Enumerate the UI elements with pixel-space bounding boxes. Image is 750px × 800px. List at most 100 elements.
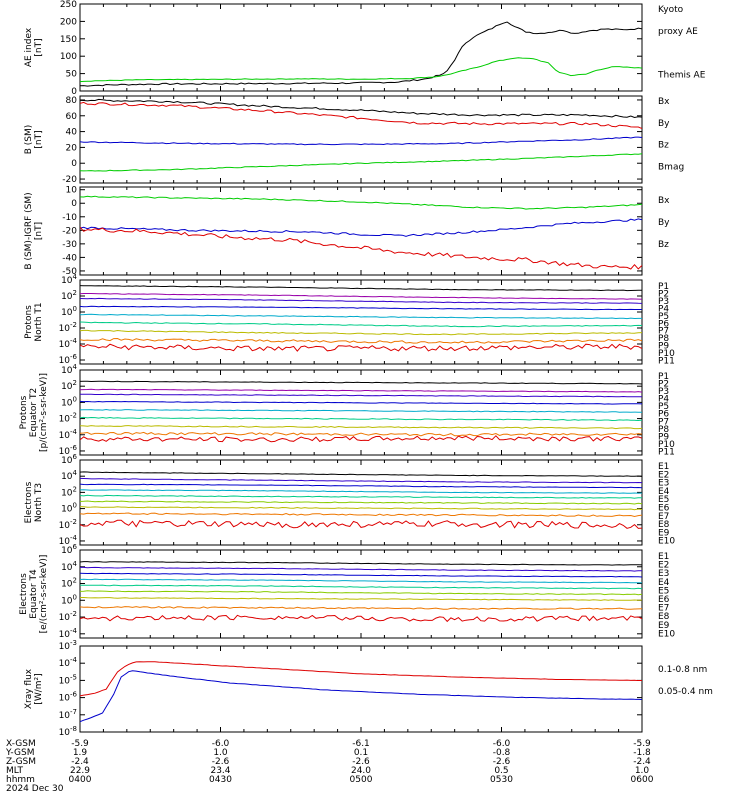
ephemeris-value: 24.0 (351, 766, 371, 776)
y-axis-label: B (SM)-IGRF (SM) (24, 192, 34, 269)
legend-entry: E10 (658, 629, 675, 639)
ephemeris-value: 0600 (631, 775, 654, 785)
legend-entry: E3 (658, 479, 669, 489)
y-tick-label: -10 (62, 213, 77, 223)
legend-entry: E7 (658, 512, 669, 522)
series-line-b-2 (80, 136, 642, 146)
series-line-peq-6 (80, 425, 642, 430)
series-line-b-3 (80, 153, 642, 172)
legend-entry: E9 (658, 528, 670, 538)
series-line-xray-0 (80, 661, 642, 697)
y-tick-label: 100 (61, 305, 77, 318)
legend-entry: E2 (658, 470, 669, 480)
legend-entry: E1 (658, 552, 669, 562)
y-tick-label: 10-2 (59, 412, 77, 425)
series-line-enorth-1 (80, 477, 642, 484)
ephemeris-value: -2.6 (352, 757, 370, 767)
y-tick-label: 104 (61, 560, 77, 573)
y-axis-label: North T3 (34, 483, 44, 522)
y-axis-label: Protons (19, 395, 29, 429)
series-line-peq-2 (80, 393, 642, 398)
legend-entry: proxy AE (658, 27, 698, 37)
y-tick-label: 10-6 (59, 353, 78, 366)
ephemeris-value: -5.9 (633, 739, 651, 749)
series-line-eeq-2 (80, 572, 642, 578)
legend-entry: P4 (658, 304, 669, 314)
ephemeris-value: 0430 (209, 775, 232, 785)
y-axis-label: Protons (24, 305, 34, 339)
series-line-enorth-6 (80, 506, 642, 511)
series-line-peq-8 (80, 435, 642, 443)
series-line-xray-1 (80, 670, 642, 723)
series-line-peq-3 (80, 400, 642, 405)
ephemeris-value: -2.4 (633, 757, 651, 767)
ephemeris-label: Z-GSM (6, 757, 36, 767)
series-line-pnorth-6 (80, 329, 642, 336)
y-tick-label: 10-4 (59, 337, 78, 350)
legend-entry: Bz (658, 240, 669, 250)
legend-entry: P7 (658, 327, 669, 337)
ephemeris-value: -1.8 (633, 748, 651, 758)
y-tick-label: 104 (61, 469, 77, 482)
ephemeris-value: 0.5 (494, 766, 508, 776)
y-axis-label: Xray flux (24, 668, 34, 709)
y-tick-label: 10-3 (59, 639, 77, 652)
panel-frame-bdiff (79, 186, 643, 276)
legend-entry: P7 (658, 417, 669, 427)
legend-entry: E4 (658, 578, 670, 588)
series-line-pnorth-4 (80, 313, 642, 320)
legend-entry: E1 (658, 462, 669, 472)
ephemeris-value: -0.8 (493, 748, 511, 758)
legend-entry: P8 (658, 334, 669, 344)
y-tick-label: -20 (62, 175, 77, 185)
legend-entry: Bx (658, 97, 670, 107)
legend-entry: P5 (658, 402, 669, 412)
series-line-peq-5 (80, 416, 642, 422)
ephemeris-value: -2.6 (212, 757, 230, 767)
ephemeris-label: MLT (6, 766, 24, 776)
y-tick-label: 10-4 (59, 428, 78, 441)
y-axis-label: [e/(cm²-s-sr-keV)] (39, 555, 49, 634)
legend-entry: Themis AE (657, 70, 706, 80)
legend-entry: By (658, 218, 670, 228)
series-line-peq-0 (80, 380, 642, 385)
ephemeris-value: 1.0 (213, 748, 228, 758)
series-line-eeq-1 (80, 566, 642, 572)
legend-entry: Kyoto (658, 5, 684, 15)
legend-entry: E5 (658, 586, 669, 596)
legend-entry: P11 (658, 447, 675, 457)
legend-entry: 0.05-0.4 nm (658, 687, 713, 697)
y-tick-label: 20 (66, 143, 78, 153)
y-tick-label: 100 (61, 593, 77, 606)
panel-frame-ae (79, 3, 643, 92)
y-tick-label: 10-4 (59, 627, 78, 640)
ephemeris-value: -6.0 (212, 739, 230, 749)
series-line-pnorth-2 (80, 297, 642, 304)
y-tick-label: 0 (71, 159, 77, 169)
series-line-eeq-0 (80, 561, 642, 566)
y-tick-label: 10-5 (59, 673, 77, 686)
ephemeris-label: Y-GSM (5, 748, 34, 758)
y-axis-label: AE index (24, 27, 34, 67)
series-line-enorth-7 (80, 512, 642, 518)
legend-entry: E8 (658, 520, 670, 530)
y-axis-label: [nT] (34, 222, 44, 240)
legend-entry: E8 (658, 612, 670, 622)
y-tick-label: 10-2 (59, 518, 77, 531)
series-line-pnorth-7 (80, 337, 642, 344)
series-line-pnorth-5 (80, 321, 642, 328)
legend-entry: E5 (658, 495, 669, 505)
legend-entry: P4 (658, 395, 669, 405)
ephemeris-value: 1.9 (73, 748, 88, 758)
y-tick-label: -40 (62, 253, 77, 263)
y-axis-label: Electrons (24, 481, 34, 523)
y-tick-label: 10-8 (59, 725, 77, 738)
panel-frame-xray (79, 645, 643, 733)
series-line-bdiff-2 (80, 226, 642, 270)
ephemeris-value: 23.4 (210, 766, 230, 776)
series-line-enorth-5 (80, 500, 642, 505)
series-line-eeq-4 (80, 584, 642, 590)
legend-entry: E2 (658, 561, 669, 571)
series-line-enorth-2 (80, 483, 642, 489)
y-axis-label: Equator T4 (29, 569, 39, 619)
